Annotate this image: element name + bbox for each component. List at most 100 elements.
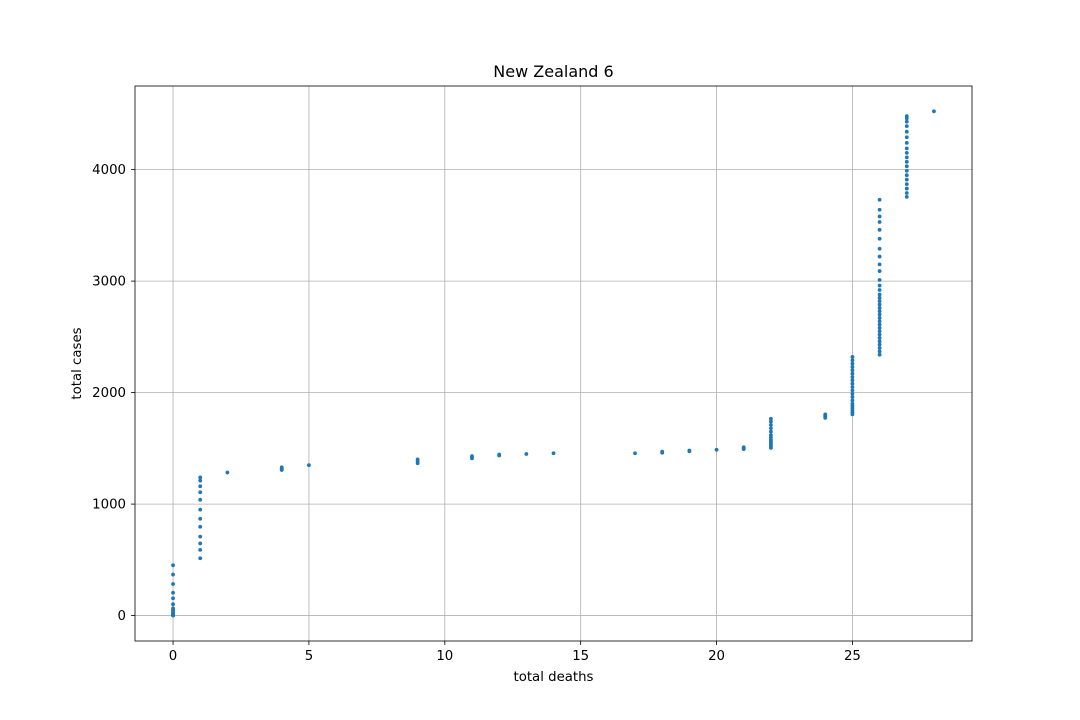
data-point bbox=[850, 378, 855, 383]
data-point bbox=[850, 355, 855, 359]
data-point bbox=[279, 465, 284, 470]
data-point bbox=[171, 602, 175, 607]
data-point bbox=[904, 177, 909, 182]
data-point bbox=[850, 391, 855, 396]
data-point bbox=[877, 295, 882, 300]
x-tick-label: 20 bbox=[708, 649, 725, 664]
y-tick-label: 1000 bbox=[92, 498, 126, 513]
data-point bbox=[497, 452, 502, 457]
data-point bbox=[769, 419, 773, 424]
data-point bbox=[904, 164, 909, 169]
data-point bbox=[877, 342, 882, 347]
data-point bbox=[198, 490, 203, 495]
data-point bbox=[877, 305, 882, 310]
data-point bbox=[904, 150, 909, 155]
data-point bbox=[823, 412, 828, 417]
data-point bbox=[198, 497, 203, 502]
data-point bbox=[850, 371, 855, 376]
data-point bbox=[904, 114, 909, 119]
data-point bbox=[904, 186, 909, 191]
data-point bbox=[904, 129, 909, 134]
data-point bbox=[850, 358, 855, 363]
data-point bbox=[877, 339, 882, 344]
x-tick-label: 15 bbox=[572, 649, 589, 664]
y-axis-label: total cases bbox=[70, 327, 85, 399]
data-point bbox=[198, 556, 203, 561]
y-tick-label: 4000 bbox=[92, 163, 126, 178]
chart-title: New Zealand 6 bbox=[493, 62, 613, 81]
data-point bbox=[687, 448, 692, 453]
data-point bbox=[198, 524, 203, 529]
data-point bbox=[769, 426, 773, 431]
data-point bbox=[171, 572, 175, 577]
data-point bbox=[904, 124, 909, 129]
data-point bbox=[877, 207, 882, 212]
data-point bbox=[524, 452, 529, 456]
y-tick-label: 3000 bbox=[92, 275, 126, 290]
data-point bbox=[877, 220, 882, 224]
data-point bbox=[904, 159, 909, 164]
data-point bbox=[171, 582, 175, 586]
data-point bbox=[850, 398, 855, 403]
data-point bbox=[769, 423, 773, 427]
data-point bbox=[877, 283, 882, 288]
data-point bbox=[877, 326, 882, 330]
x-tick-label: 25 bbox=[844, 649, 861, 664]
x-tick-label: 0 bbox=[169, 649, 177, 664]
plot-frame bbox=[134, 85, 973, 642]
data-point bbox=[551, 451, 556, 456]
data-point bbox=[198, 541, 203, 546]
data-point bbox=[877, 319, 882, 324]
data-points bbox=[171, 109, 936, 618]
y-tick-label: 0 bbox=[118, 609, 126, 624]
data-point bbox=[415, 457, 420, 462]
data-point bbox=[877, 329, 882, 334]
x-tick-label: 10 bbox=[436, 649, 453, 664]
data-point bbox=[850, 395, 855, 399]
data-point bbox=[633, 451, 637, 456]
data-point bbox=[850, 365, 855, 369]
data-point bbox=[769, 429, 773, 434]
data-point bbox=[660, 449, 665, 454]
data-point bbox=[171, 606, 175, 611]
data-point bbox=[198, 534, 203, 539]
data-point bbox=[877, 262, 882, 267]
data-point bbox=[932, 109, 936, 114]
data-point bbox=[877, 214, 882, 219]
data-point bbox=[307, 463, 311, 468]
data-point bbox=[904, 173, 909, 178]
data-point bbox=[769, 416, 773, 421]
data-point bbox=[171, 563, 175, 568]
data-point bbox=[769, 433, 773, 437]
data-point bbox=[850, 361, 855, 366]
data-point bbox=[904, 182, 909, 187]
data-point bbox=[877, 316, 882, 320]
data-point bbox=[904, 146, 909, 151]
data-point bbox=[198, 507, 203, 512]
data-point bbox=[850, 375, 855, 379]
data-point bbox=[850, 381, 855, 386]
data-point bbox=[877, 292, 882, 297]
data-point bbox=[904, 135, 909, 140]
data-point bbox=[470, 454, 474, 459]
data-point bbox=[741, 445, 746, 450]
data-point bbox=[877, 352, 882, 357]
data-point bbox=[877, 302, 882, 307]
data-point bbox=[877, 278, 882, 282]
y-tick-label: 2000 bbox=[92, 386, 126, 401]
data-point bbox=[850, 401, 855, 406]
data-point bbox=[877, 349, 882, 354]
axis-ticks: 0 5 10 15 20 25 0 1000 2000 3000 4000 bbox=[92, 163, 861, 664]
data-point bbox=[171, 590, 175, 595]
data-point bbox=[877, 236, 882, 241]
data-point bbox=[904, 195, 909, 199]
data-point bbox=[714, 447, 719, 452]
data-point bbox=[171, 596, 175, 601]
data-point bbox=[904, 119, 909, 124]
data-point bbox=[904, 191, 909, 195]
data-point bbox=[877, 269, 882, 273]
x-axis-label: total deaths bbox=[514, 670, 594, 685]
data-point bbox=[225, 470, 230, 475]
data-point bbox=[198, 478, 203, 483]
